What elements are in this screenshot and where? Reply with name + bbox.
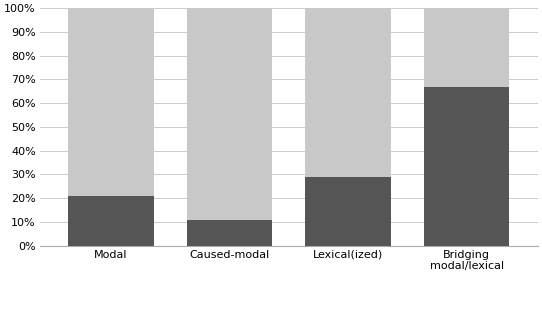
Bar xyxy=(68,8,154,196)
Bar xyxy=(306,177,391,246)
Bar xyxy=(424,8,509,87)
Bar xyxy=(68,196,154,246)
Bar xyxy=(306,8,391,177)
Bar xyxy=(424,87,509,246)
Bar xyxy=(187,8,272,220)
Bar xyxy=(187,220,272,246)
